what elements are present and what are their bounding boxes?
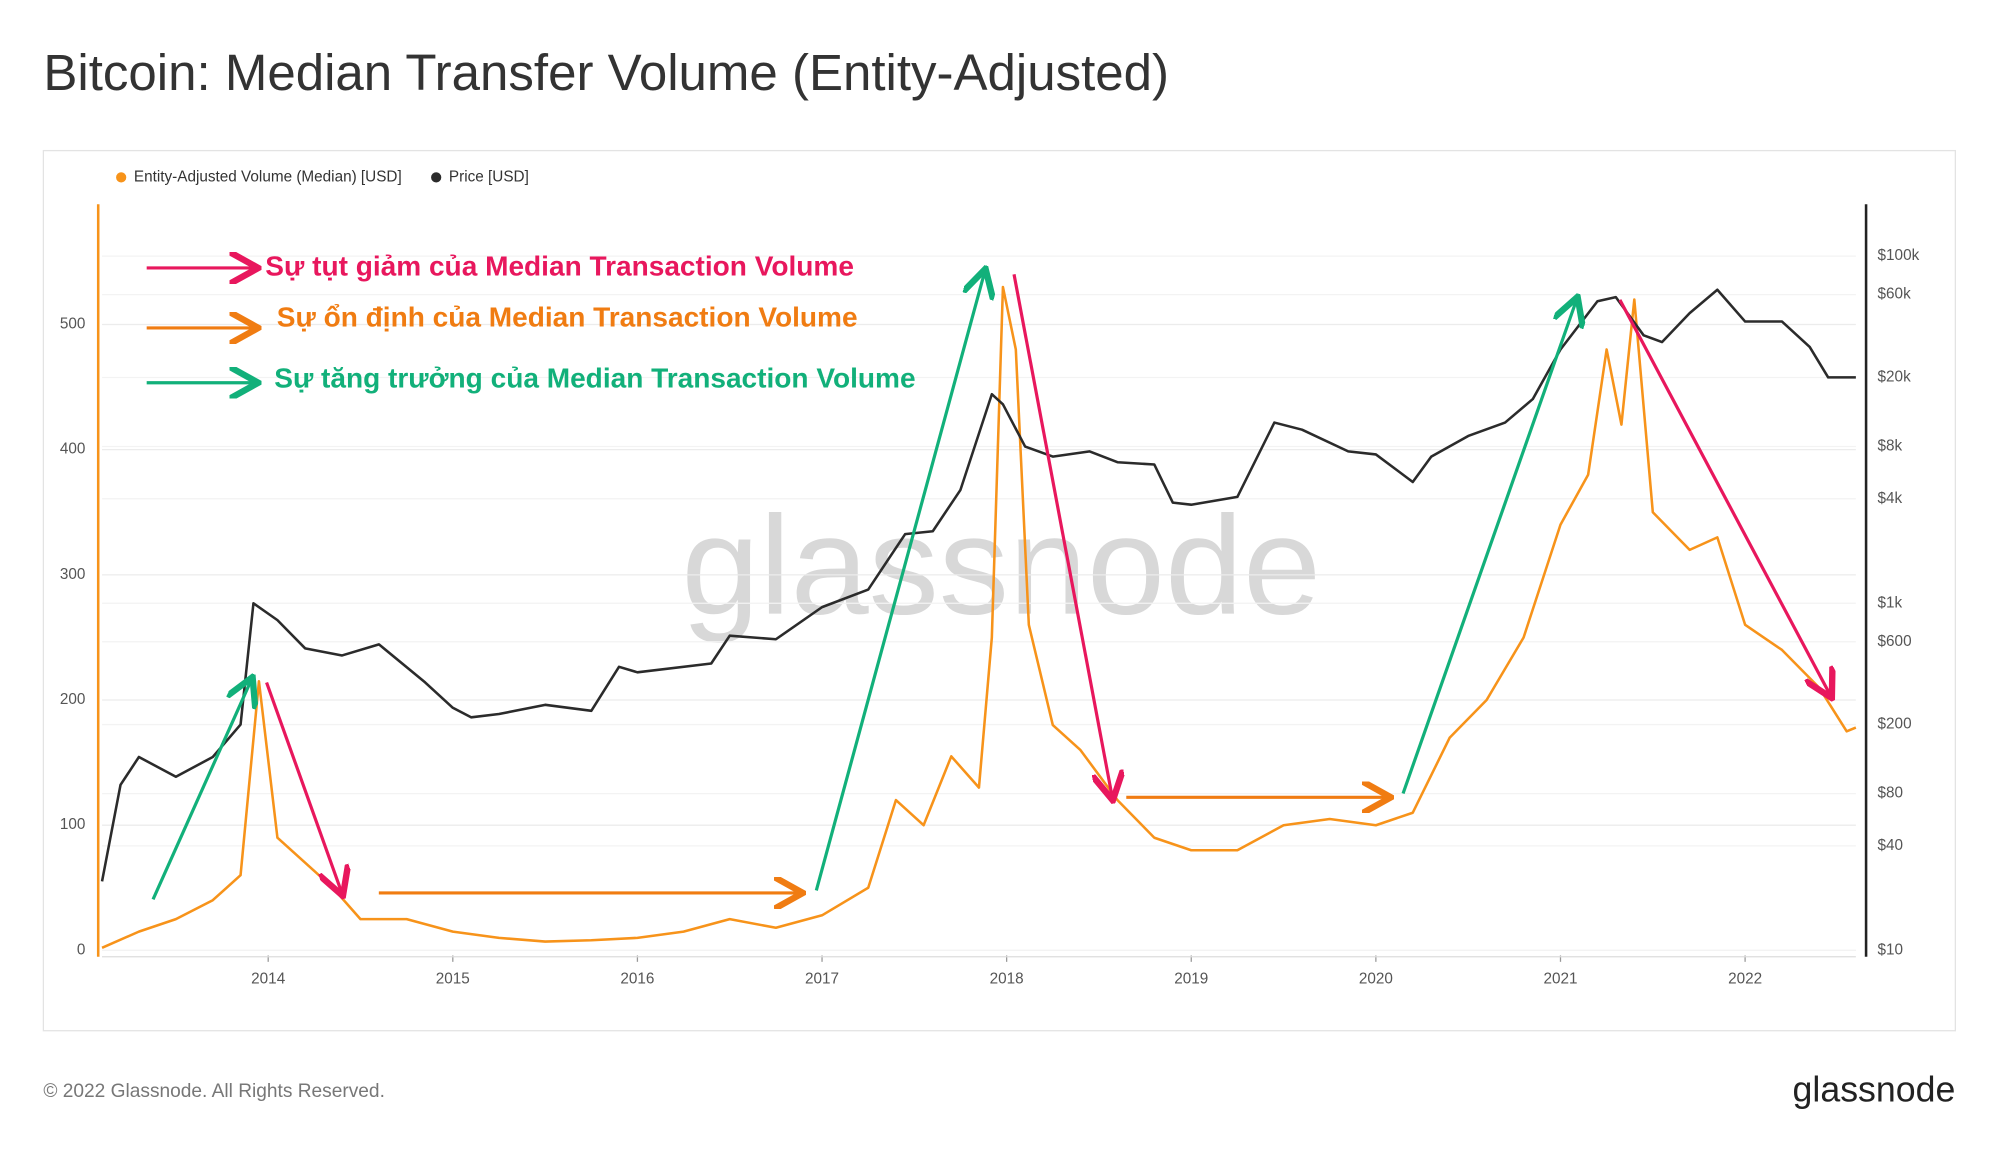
y-tick-label: 500 [60,316,86,333]
y2-tick-label: $40 [1878,837,1904,854]
y-tick-label: 300 [60,566,86,583]
y-tick-label: 100 [60,816,86,833]
arrows [146,268,1831,900]
series-line [101,285,1857,949]
y2-tick-label: $1k [1878,594,1903,611]
x-tick-label: 2018 [990,971,1024,988]
logo: glassnode [1793,1069,1956,1109]
x-tick-label: 2016 [620,971,654,988]
y2-tick-label: $4k [1878,490,1903,507]
y2-tick-label: $100k [1878,247,1920,264]
x-tick-label: 2020 [1359,971,1393,988]
chart-frame [42,149,1956,1032]
series-line [100,288,1856,882]
y2-tick-label: $20k [1878,369,1912,386]
arrow [265,681,342,893]
annotation: Sự tăng trưởng của Median Transaction Vo… [274,363,915,394]
x-tick-label: 2022 [1728,971,1762,988]
arrow [814,272,984,891]
x-tick-label: 2015 [436,971,470,988]
y-tick-label: 200 [60,691,86,708]
x-tick-label: 2014 [251,971,286,988]
arrow [1401,300,1576,795]
legend-label: Entity-Adjusted Volume (Median) [USD] [134,168,402,185]
x-tick-label: 2019 [1174,971,1208,988]
y2-tick-label: $200 [1878,716,1912,733]
watermark: glassnode [681,487,1321,644]
y2-tick-label: $10 [1878,941,1904,958]
annotation: Sự tụt giảm của Median Transaction Volum… [265,250,854,281]
chart-title: Bitcoin: Median Transfer Volume (Entity-… [43,44,1169,101]
legend-label: Price [USD] [449,168,529,185]
y-tick-label: 0 [77,941,86,958]
y2-tick-label: $80 [1878,785,1904,802]
footer: © 2022 Glassnode. All Rights Reserved. [43,1081,385,1102]
legend-marker [431,172,442,183]
x-tick-label: 2017 [805,971,839,988]
arrow [1618,299,1830,695]
y2-tick-label: $600 [1878,633,1912,650]
y-tick-label: 400 [60,441,86,458]
arrow [1012,274,1112,797]
y2-tick-label: $60k [1878,286,1912,303]
y2-tick-label: $8k [1878,438,1903,455]
arrow [151,680,251,900]
legend-marker [116,172,127,183]
x-tick-label: 2021 [1543,971,1577,988]
annotation: Sự ổn định của Median Transaction Volume [277,301,858,332]
